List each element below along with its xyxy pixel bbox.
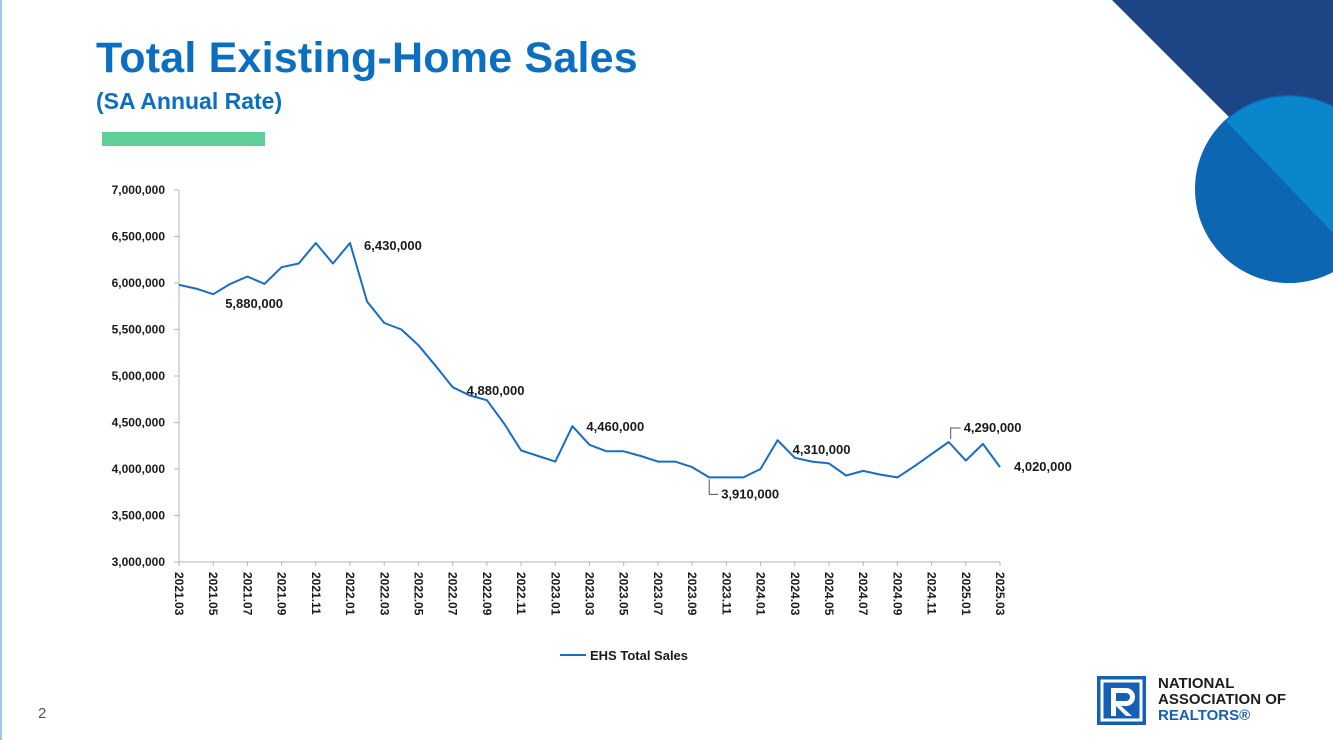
logo-line-1: NATIONAL: [1158, 675, 1235, 692]
x-tick-label: 2024.09: [890, 572, 904, 616]
x-tick-label: 2025.03: [993, 572, 1007, 616]
corner-decoration: [1112, 0, 1333, 283]
x-tick-label: 2023.05: [617, 572, 631, 616]
logo-wordmark: NATIONAL ASSOCIATION OF REALTORS®: [1158, 676, 1318, 724]
x-tick-label: 2024.11: [925, 572, 939, 615]
y-tick-label: 3,500,000: [112, 509, 166, 523]
x-tick-label: 2022.07: [446, 572, 460, 616]
legend-label: EHS Total Sales: [590, 648, 688, 663]
y-tick-label: 3,000,000: [112, 555, 166, 569]
y-tick-label: 6,000,000: [112, 276, 166, 290]
data-label: 4,290,000: [964, 420, 1022, 435]
x-tick-label: 2025.01: [959, 572, 973, 616]
y-tick-label: 5,500,000: [112, 323, 166, 337]
left-edge-rule: [0, 0, 2, 740]
data-label: 5,880,000: [225, 296, 283, 311]
data-label: 3,910,000: [721, 486, 779, 501]
x-tick-label: 2021.11: [309, 572, 323, 615]
x-tick-label: 2021.07: [240, 572, 254, 616]
light-blue-circle-slice-shape: [1226, 96, 1333, 234]
slide-subtitle: (SA Annual Rate): [96, 88, 283, 114]
nar-logo: NATIONAL ASSOCIATION OF REALTORS®: [1097, 676, 1317, 726]
x-tick-label: 2024.07: [856, 572, 870, 616]
x-tick-label: 2024.01: [754, 572, 768, 616]
data-label: 4,460,000: [586, 419, 644, 434]
x-axis: 2021.03 2021.05 2021.07 2021.09 2021.11 2022.…: [172, 561, 1007, 616]
chart-legend: EHS Total Sales: [560, 648, 688, 663]
realtor-r-logo-icon: [1097, 676, 1146, 725]
data-label: 6,430,000: [364, 238, 422, 253]
x-tick-label: 2022.01: [343, 572, 357, 616]
series-line-ehs-total-sales: [178, 242, 1001, 479]
y-tick-label: 6,500,000: [112, 230, 166, 244]
page-number: 2: [38, 705, 47, 722]
x-tick-label: 2022.09: [480, 572, 494, 616]
slide-title: Total Existing-Home Sales: [96, 34, 638, 82]
data-label-leader-line: [950, 427, 961, 440]
data-label: 4,880,000: [467, 383, 525, 398]
x-tick-label: 2022.05: [411, 572, 425, 616]
title-accent-bar: [102, 132, 265, 146]
x-tick-label: 2024.05: [822, 572, 836, 616]
data-label-leader-line: [708, 479, 719, 495]
x-tick-label: 2021.03: [172, 572, 186, 616]
series-group: [178, 242, 1001, 479]
logo-line-2: ASSOCIATION OF: [1158, 691, 1287, 708]
x-tick-label: 2021.05: [206, 572, 220, 616]
x-tick-label: 2023.09: [685, 572, 699, 616]
data-label: 4,310,000: [793, 442, 851, 457]
y-tick-label: 4,000,000: [112, 462, 166, 476]
data-label: 4,020,000: [1014, 459, 1072, 474]
x-tick-label: 2021.09: [275, 572, 289, 616]
x-tick-label: 2023.11: [719, 572, 733, 615]
y-tick-label: 4,500,000: [112, 416, 166, 430]
x-tick-label: 2022.11: [514, 572, 528, 615]
x-tick-label: 2023.03: [583, 572, 597, 616]
logo-line-3: REALTORS®: [1158, 707, 1251, 724]
y-axis: 3,000,000 3,500,000 4,000,000 4,500,000 5,00…: [112, 183, 180, 569]
x-tick-label: 2022.03: [377, 572, 391, 616]
x-tick-label: 2023.07: [651, 572, 665, 616]
y-tick-label: 5,000,000: [112, 369, 166, 383]
line-chart: 3,000,000 3,500,000 4,000,000 4,500,000 5,00…: [112, 183, 1072, 663]
y-tick-label: 7,000,000: [112, 183, 166, 197]
data-labels: 5,880,000 6,430,000 4,880,000 4,460,000 3,91…: [225, 238, 1072, 501]
x-tick-label: 2023.01: [548, 572, 562, 616]
x-tick-label: 2024.03: [788, 572, 802, 616]
